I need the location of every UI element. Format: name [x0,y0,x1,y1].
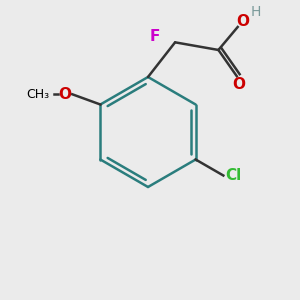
Text: F: F [150,29,160,44]
Text: Cl: Cl [225,168,242,183]
Text: O: O [236,14,249,29]
Text: CH₃: CH₃ [27,88,50,101]
Text: O: O [232,77,245,92]
Text: H: H [250,5,261,19]
Text: O: O [59,87,72,102]
